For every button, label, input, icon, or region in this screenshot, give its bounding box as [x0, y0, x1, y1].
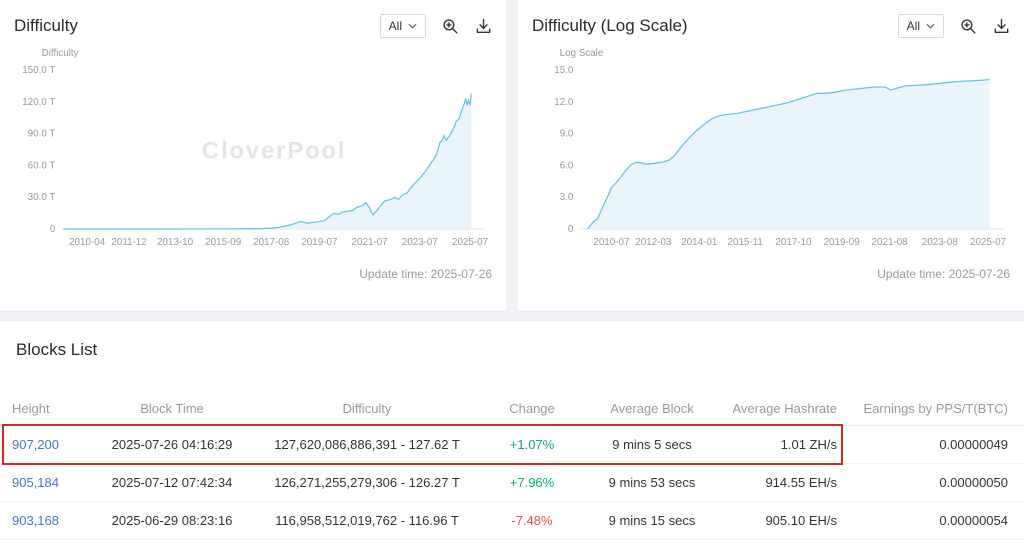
block-difficulty: 127,620,086,886,391 - 127.62 T — [274, 437, 460, 452]
block-earnings: 0.00000049 — [939, 437, 1008, 452]
svg-text:2021-07: 2021-07 — [352, 237, 389, 248]
block-average-hashrate: 1.01 ZH/s — [780, 437, 837, 452]
column-header-height: Height — [12, 401, 50, 416]
zoom-in-icon[interactable] — [442, 18, 459, 35]
chart-card-header: Difficulty (Log Scale) All — [532, 12, 1010, 40]
svg-text:6.0: 6.0 — [560, 160, 574, 171]
svg-text:90.0 T: 90.0 T — [28, 129, 56, 140]
block-change: +7.96% — [509, 475, 555, 490]
svg-text:2010-04: 2010-04 — [69, 237, 106, 248]
svg-text:2021-08: 2021-08 — [872, 237, 909, 248]
svg-text:0: 0 — [50, 224, 56, 235]
svg-text:2019-09: 2019-09 — [824, 237, 861, 248]
table-row[interactable]: 907,200 2025-07-26 04:16:29 127,620,086,… — [0, 424, 1024, 465]
block-change: -7.48% — [511, 513, 553, 528]
range-selector-dropdown[interactable]: All — [379, 14, 426, 38]
chevron-down-icon — [408, 23, 417, 29]
chart-card-header: Difficulty All — [14, 12, 492, 40]
difficulty-log-chart-card: Difficulty (Log Scale) All — [518, 0, 1024, 310]
block-average-block: 9 mins 53 secs — [608, 475, 696, 490]
block-average-hashrate: 905.10 EH/s — [765, 513, 837, 528]
update-time: Update time: 2025-07-26 — [877, 267, 1010, 281]
chart-controls: All — [897, 14, 1010, 38]
svg-text:2017-08: 2017-08 — [253, 237, 290, 248]
svg-text:2013-10: 2013-10 — [157, 237, 194, 248]
y-axis-title: Log Scale — [560, 48, 604, 59]
svg-text:3.0: 3.0 — [560, 192, 574, 203]
column-header-average-hashrate: Average Hashrate — [732, 401, 837, 416]
svg-text:2025-07: 2025-07 — [970, 237, 1007, 248]
column-header-difficulty: Difficulty — [342, 401, 392, 416]
block-average-hashrate: 914.55 EH/s — [765, 475, 837, 490]
svg-text:30.0 T: 30.0 T — [28, 192, 56, 203]
block-height-link[interactable]: 907,200 — [12, 437, 59, 452]
table-row[interactable]: 903,168 2025-06-29 08:23:16 116,958,512,… — [0, 502, 1024, 540]
range-selector-value: All — [906, 19, 920, 33]
chart-title: Difficulty (Log Scale) — [532, 16, 688, 35]
svg-text:2010-07: 2010-07 — [593, 237, 630, 248]
blocks-list-card: Blocks List Height Block Time Difficulty… — [0, 322, 1024, 551]
zoom-in-icon[interactable] — [960, 18, 977, 35]
block-earnings: 0.00000054 — [939, 513, 1008, 528]
svg-text:15.0: 15.0 — [554, 65, 574, 76]
download-icon[interactable] — [993, 18, 1010, 35]
update-time: Update time: 2025-07-26 — [359, 267, 492, 281]
svg-text:2023-07: 2023-07 — [402, 237, 439, 248]
svg-text:150.0 T: 150.0 T — [22, 65, 55, 76]
block-average-block: 9 mins 15 secs — [608, 513, 696, 528]
svg-text:120.0 T: 120.0 T — [22, 97, 55, 108]
block-time: 2025-07-12 07:42:34 — [111, 475, 233, 490]
block-height-link[interactable]: 905,184 — [12, 475, 59, 490]
block-time: 2025-07-26 04:16:29 — [111, 437, 233, 452]
difficulty-chart-card: Difficulty All Di — [0, 0, 506, 310]
difficulty-log-chart: Log Scale 0 3.0 6.0 9.0 12.0 15.0 2010-07 2012-… — [554, 48, 1007, 248]
svg-text:CloverPool: CloverPool — [202, 137, 347, 164]
svg-text:0: 0 — [568, 224, 574, 235]
table-header-row: Height Block Time Difficulty Change Aver… — [0, 392, 1024, 426]
svg-text:2017-10: 2017-10 — [775, 237, 812, 248]
column-header-change: Change — [509, 401, 555, 416]
svg-text:60.0 T: 60.0 T — [28, 160, 56, 171]
chevron-down-icon — [926, 23, 935, 29]
svg-text:9.0: 9.0 — [560, 129, 574, 140]
chart-cards-row: Difficulty All Di — [0, 0, 1024, 310]
block-change: +1.07% — [509, 437, 555, 452]
svg-text:12.0: 12.0 — [554, 97, 574, 108]
svg-text:2019-07: 2019-07 — [301, 237, 338, 248]
svg-text:2015-09: 2015-09 — [205, 237, 242, 248]
block-earnings: 0.00000050 — [939, 475, 1008, 490]
column-header-earnings: Earnings by PPS/T(BTC) — [863, 401, 1009, 416]
svg-text:2014-01: 2014-01 — [681, 237, 718, 248]
svg-text:2015-11: 2015-11 — [728, 237, 764, 248]
table-row[interactable]: 905,184 2025-07-12 07:42:34 126,271,255,… — [0, 464, 1024, 502]
difficulty-chart: Difficulty 0 30.0 T 60.0 T 90.0 T 120.0 T 150… — [22, 48, 489, 248]
block-difficulty: 126,271,255,279,306 - 126.27 T — [274, 475, 460, 490]
column-header-average-block: Average Block — [610, 401, 694, 416]
block-average-block: 9 mins 5 secs — [612, 437, 692, 452]
block-difficulty: 116,958,512,019,762 - 116.96 T — [275, 513, 459, 528]
svg-text:2025-07: 2025-07 — [452, 237, 489, 248]
block-height-link[interactable]: 903,168 — [12, 513, 59, 528]
download-icon[interactable] — [475, 18, 492, 35]
svg-text:2023-08: 2023-08 — [922, 237, 959, 248]
svg-text:2012-03: 2012-03 — [635, 237, 672, 248]
chart-title: Difficulty — [14, 16, 78, 35]
column-header-block-time: Block Time — [140, 401, 204, 416]
chart-controls: All — [379, 14, 492, 38]
y-axis-title: Difficulty — [42, 48, 79, 59]
svg-text:2011-12: 2011-12 — [111, 237, 147, 248]
range-selector-dropdown[interactable]: All — [897, 14, 944, 38]
block-time: 2025-06-29 08:23:16 — [111, 513, 233, 528]
blocks-list-title: Blocks List — [16, 340, 98, 359]
range-selector-value: All — [388, 19, 402, 33]
